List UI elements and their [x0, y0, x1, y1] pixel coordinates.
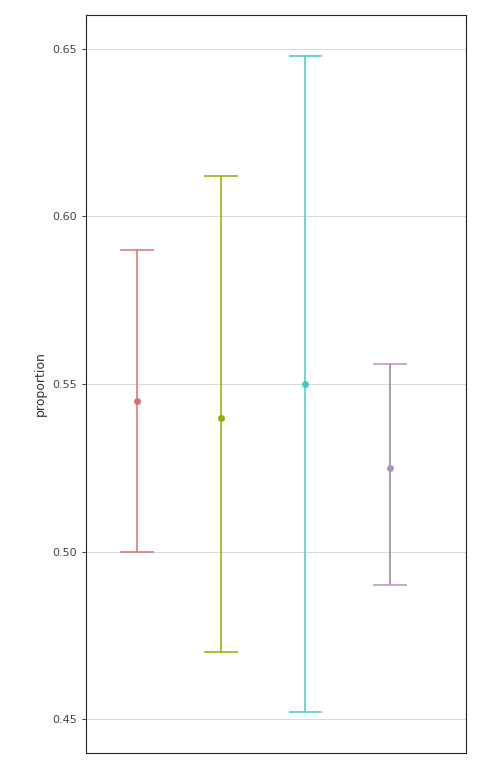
- Y-axis label: proportion: proportion: [34, 352, 47, 416]
